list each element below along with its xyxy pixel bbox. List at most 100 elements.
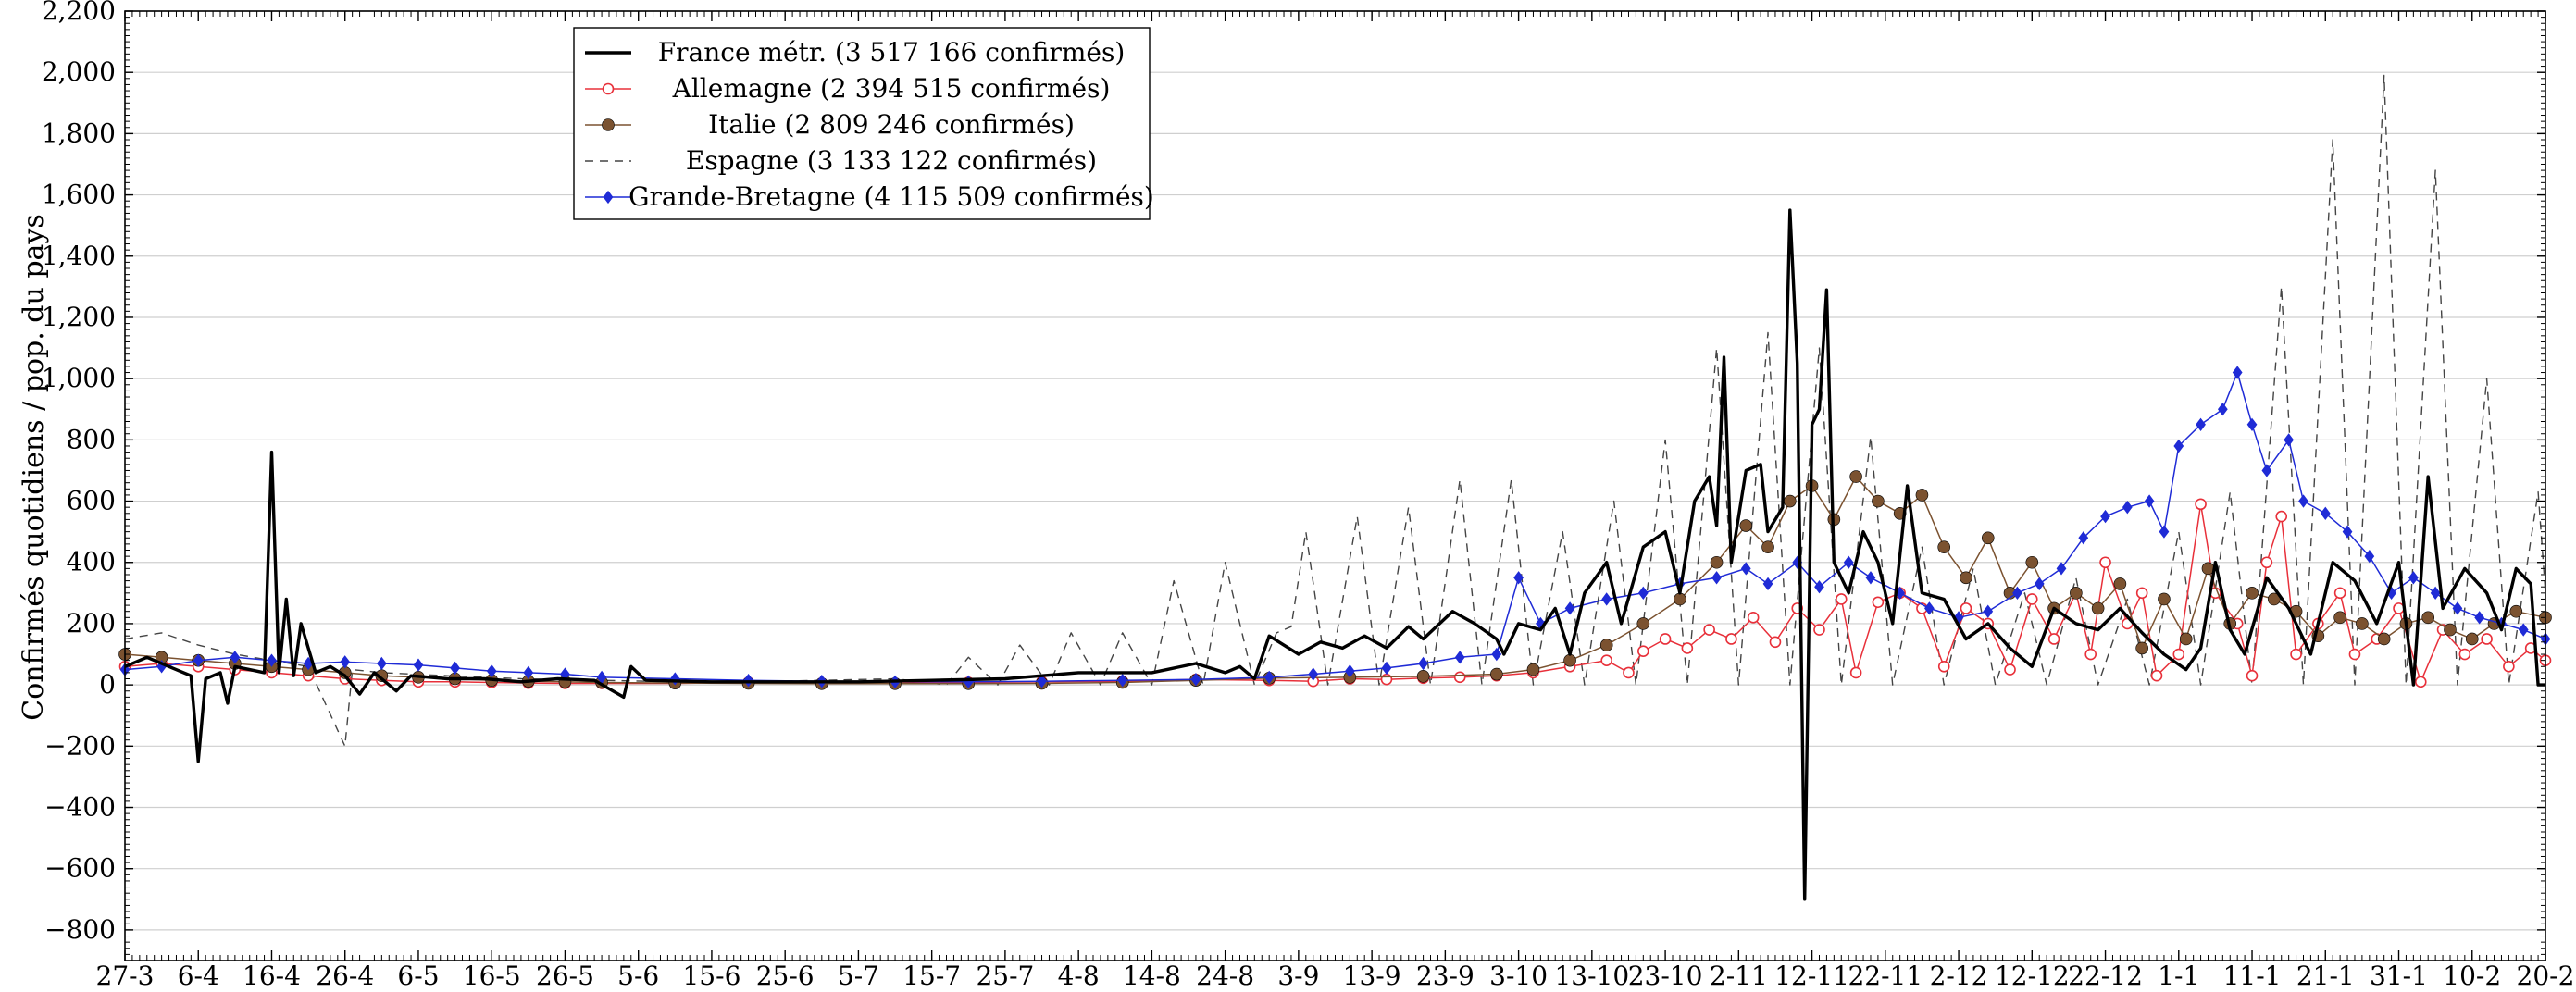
data-point — [2444, 623, 2457, 637]
data-point — [2356, 617, 2369, 630]
data-point — [1849, 470, 1862, 483]
data-point — [1843, 555, 1854, 569]
data-point — [1526, 663, 1540, 676]
x-tick-label: 5-6 — [617, 961, 659, 988]
data-point — [2458, 648, 2471, 661]
legend-label: Grande-Bretagne (4 115 509 confirmés) — [628, 181, 1154, 212]
legend-label: Italie (2 809 246 confirmés) — [708, 109, 1075, 140]
data-point — [1915, 489, 1929, 502]
data-point — [1636, 617, 1650, 630]
data-point — [1725, 633, 1737, 645]
x-tick-label: 16-5 — [463, 961, 521, 988]
data-point — [1762, 577, 1773, 591]
data-point — [1454, 651, 1465, 664]
data-point — [2100, 509, 2110, 524]
data-point — [1849, 666, 1862, 679]
data-point — [2246, 417, 2258, 431]
data-point — [1703, 624, 1715, 636]
series-1 — [118, 498, 2552, 689]
x-tick-label: 11-1 — [2223, 961, 2282, 988]
data-point — [1190, 673, 1201, 687]
x-tick-label: 6-4 — [178, 961, 219, 988]
data-point — [1739, 519, 1753, 532]
x-tick-label: 12-12 — [1995, 961, 2070, 988]
data-point — [2084, 648, 2097, 661]
series-line — [124, 208, 2545, 901]
x-tick-label: 3-9 — [1277, 961, 1319, 988]
data-point — [2078, 531, 2089, 545]
data-point — [1416, 670, 1430, 683]
y-tick-label: 1,600 — [42, 180, 116, 210]
data-point — [1674, 592, 1686, 606]
y-tick-label: 200 — [67, 608, 116, 639]
data-point — [602, 82, 615, 95]
data-point — [2196, 417, 2206, 431]
data-point — [2503, 660, 2515, 673]
x-tick-label: 25-6 — [756, 961, 815, 988]
x-tick-label: 2-12 — [1930, 961, 1988, 988]
data-point — [2377, 632, 2391, 646]
legend-label: France métr. (3 517 166 confirmés) — [658, 37, 1126, 68]
data-point — [2150, 669, 2163, 682]
data-point — [2452, 601, 2463, 615]
x-tick-label: 24-8 — [1196, 961, 1254, 988]
data-point — [2290, 648, 2302, 661]
data-point — [1865, 571, 1876, 585]
data-point — [1769, 636, 1782, 649]
data-point — [2179, 632, 2193, 646]
data-point — [2333, 611, 2346, 625]
data-point — [2091, 601, 2105, 615]
data-point — [2012, 586, 2022, 601]
x-tick-label: 22-11 — [1848, 961, 1923, 988]
data-point — [1263, 670, 1275, 685]
series-layer — [118, 74, 2552, 901]
data-point — [1659, 633, 1672, 645]
data-point — [1513, 571, 1524, 585]
data-point — [486, 664, 497, 678]
data-point — [1600, 654, 1612, 666]
data-point — [2195, 498, 2207, 511]
x-tick-label: 14-8 — [1123, 961, 1181, 988]
data-point — [1599, 639, 1613, 651]
data-point — [413, 658, 424, 672]
data-point — [1381, 661, 1392, 676]
y-tick-label: 1,200 — [42, 302, 116, 332]
x-tick-label: 23-9 — [1416, 961, 1475, 988]
y-tick-label: 0 — [99, 669, 116, 700]
x-tick-label: 27-3 — [96, 961, 155, 988]
data-point — [1453, 671, 1466, 684]
data-point — [2348, 648, 2361, 661]
data-point — [1681, 642, 1694, 654]
legend: France métr. (3 517 166 confirmés) Allema… — [573, 27, 1154, 220]
data-point — [1813, 624, 1825, 636]
plot-frame — [124, 10, 2546, 961]
legend-label: Allemagne (2 394 515 confirmés) — [672, 73, 1111, 104]
data-point — [2056, 562, 2067, 576]
data-point — [2261, 464, 2272, 477]
data-point — [2320, 506, 2331, 520]
data-point — [2246, 669, 2259, 682]
y-tick-label: 2,200 — [42, 0, 116, 26]
y-tick-label: 400 — [67, 547, 116, 577]
data-point — [2518, 623, 2529, 637]
data-point — [1601, 592, 1612, 606]
y-axis-title: Confirmés quotidiens / pop. du pays — [18, 214, 50, 721]
data-point — [2509, 604, 2523, 618]
data-point — [1872, 596, 1885, 609]
x-tick-label: 22-12 — [2068, 961, 2143, 988]
data-point — [1937, 540, 1951, 553]
data-point — [2173, 439, 2184, 453]
x-tick-label: 10-2 — [2443, 961, 2501, 988]
data-point — [523, 665, 534, 680]
data-point — [2260, 556, 2273, 569]
data-point — [2158, 592, 2171, 606]
x-tick-label: 3-10 — [1489, 961, 1548, 988]
legend-box — [573, 27, 1151, 220]
x-tick-label: 20-2 — [2517, 961, 2575, 988]
data-point — [2246, 587, 2259, 600]
data-point — [1747, 612, 1760, 624]
data-point — [603, 190, 614, 205]
series-2 — [118, 470, 2552, 690]
